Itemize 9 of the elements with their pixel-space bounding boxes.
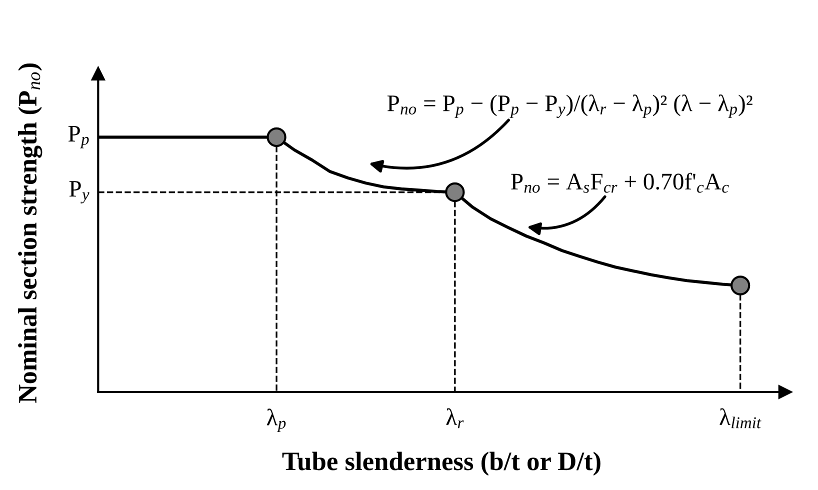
text: P$_{no}$ = P$_{p}$ − (P$_{p}$ − P$_{y}$)/(λ$_{r}$ − λ$_{p}$)² (λ − λ$_{p}$)² bbox=[387, 94, 752, 118]
annotation: P$_{y}$ bbox=[69, 181, 90, 204]
y-axis-title: Nominal section strength (P$_{no}$) bbox=[18, 63, 42, 403]
text: P$_{p}$ bbox=[68, 126, 89, 148]
x-tick-label: λ$_{limit}$ bbox=[720, 408, 762, 428]
x-tick-label: λ$_{r}$ bbox=[446, 408, 464, 428]
x-tick-label: λ$_{p}$ bbox=[266, 408, 286, 432]
text: P$_{no}$ = A$_{s}$F$_{cr}$ + 0.70f'$_{c}$A$_{c}$ bbox=[511, 172, 729, 193]
x-axis-title: Tube slenderness (b/t or D/t) bbox=[282, 452, 600, 476]
